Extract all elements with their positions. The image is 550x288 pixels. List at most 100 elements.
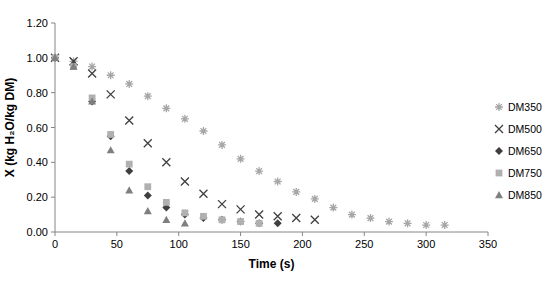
x-tick-label: 50 bbox=[111, 238, 123, 250]
x-tick bbox=[302, 232, 303, 236]
data-point bbox=[237, 155, 245, 163]
y-tick bbox=[51, 162, 55, 163]
x-tick bbox=[364, 232, 365, 236]
x-axis-title: Time (s) bbox=[249, 257, 295, 271]
legend-label: DM500 bbox=[508, 123, 542, 135]
data-point bbox=[125, 117, 133, 125]
data-point bbox=[274, 212, 282, 220]
data-point bbox=[255, 219, 263, 227]
x-tick-label: 250 bbox=[355, 238, 373, 250]
data-point bbox=[51, 54, 59, 62]
series-dm500 bbox=[51, 54, 319, 224]
y-tick bbox=[51, 127, 55, 128]
x-tick-label: 0 bbox=[52, 238, 58, 250]
y-tick-label: 0.20 bbox=[27, 191, 48, 203]
y-tick bbox=[51, 23, 55, 24]
data-point bbox=[144, 191, 152, 199]
data-point bbox=[181, 115, 189, 123]
chart-svg: 0.000.200.400.600.801.001.20050100150200… bbox=[0, 0, 550, 288]
data-point bbox=[107, 131, 114, 138]
data-point bbox=[181, 177, 189, 185]
data-point bbox=[125, 167, 133, 175]
x-tick bbox=[426, 232, 427, 236]
y-tick-label: 0.40 bbox=[27, 156, 48, 168]
data-point bbox=[88, 97, 96, 104]
x-tick bbox=[488, 232, 489, 236]
y-tick bbox=[51, 92, 55, 93]
data-point bbox=[125, 80, 133, 88]
y-tick-label: 1.00 bbox=[27, 52, 48, 64]
data-point bbox=[422, 221, 430, 229]
data-point bbox=[385, 218, 393, 226]
data-point bbox=[237, 218, 244, 225]
data-point bbox=[199, 190, 207, 198]
legend-label: DM650 bbox=[508, 145, 542, 157]
y-tick-label: 1.20 bbox=[27, 17, 48, 29]
legend-marker bbox=[495, 147, 503, 155]
data-point bbox=[218, 200, 226, 208]
legend: DM350 DM500 DM650 DM750 DM850 bbox=[495, 101, 542, 201]
data-point bbox=[292, 188, 300, 196]
x-tick-label: 350 bbox=[479, 238, 497, 250]
x-tick-label: 100 bbox=[170, 238, 188, 250]
x-tick bbox=[116, 232, 117, 236]
legend-marker bbox=[496, 170, 503, 177]
data-point bbox=[144, 207, 152, 214]
data-point bbox=[219, 216, 226, 223]
plot-area bbox=[51, 54, 449, 229]
legend-label: DM850 bbox=[508, 189, 542, 201]
data-point bbox=[88, 63, 96, 71]
y-tick-label: 0.00 bbox=[27, 226, 48, 238]
data-point bbox=[200, 213, 207, 220]
legend-marker bbox=[495, 125, 503, 133]
data-point bbox=[274, 177, 282, 185]
data-point bbox=[404, 219, 412, 227]
y-tick-label: 0.60 bbox=[27, 122, 48, 134]
series-dm750 bbox=[52, 54, 263, 226]
data-point bbox=[163, 199, 170, 206]
data-point bbox=[441, 221, 449, 229]
legend-marker bbox=[495, 103, 503, 111]
data-point bbox=[292, 214, 300, 222]
data-point bbox=[52, 54, 59, 61]
series-dm350 bbox=[51, 54, 449, 229]
data-point bbox=[311, 216, 319, 224]
data-point bbox=[255, 211, 263, 219]
data-point bbox=[218, 216, 226, 224]
y-tick bbox=[51, 232, 55, 233]
data-point bbox=[181, 219, 189, 226]
x-tick-label: 200 bbox=[293, 238, 311, 250]
data-point bbox=[366, 214, 374, 222]
data-point bbox=[51, 54, 59, 62]
y-tick bbox=[51, 197, 55, 198]
y-tick-label: 0.80 bbox=[27, 87, 48, 99]
data-point bbox=[107, 146, 115, 153]
x-tick-label: 300 bbox=[417, 238, 435, 250]
y-axis-title: X (kg H₂O/kg DM) bbox=[3, 78, 17, 177]
data-point bbox=[274, 219, 282, 227]
data-point bbox=[218, 141, 226, 149]
legend-label: DM750 bbox=[508, 167, 542, 179]
data-point bbox=[329, 204, 337, 212]
data-point bbox=[144, 92, 152, 100]
data-point bbox=[144, 183, 151, 190]
data-point bbox=[70, 63, 78, 70]
data-point bbox=[125, 186, 133, 193]
data-point bbox=[256, 220, 263, 227]
x-axis bbox=[55, 232, 488, 233]
data-point bbox=[311, 195, 319, 203]
chart-container: 0.000.200.400.600.801.001.20050100150200… bbox=[0, 0, 550, 288]
series-dm850 bbox=[51, 54, 189, 227]
series-dm650 bbox=[51, 54, 282, 227]
data-point bbox=[51, 54, 59, 61]
legend-label: DM350 bbox=[508, 101, 542, 113]
data-point bbox=[162, 216, 170, 223]
data-point bbox=[70, 63, 77, 70]
data-point bbox=[88, 70, 96, 78]
x-tick bbox=[240, 232, 241, 236]
data-point bbox=[348, 211, 356, 219]
data-point bbox=[144, 139, 152, 147]
data-point bbox=[255, 167, 263, 175]
data-point bbox=[51, 54, 59, 62]
data-point bbox=[107, 90, 115, 98]
